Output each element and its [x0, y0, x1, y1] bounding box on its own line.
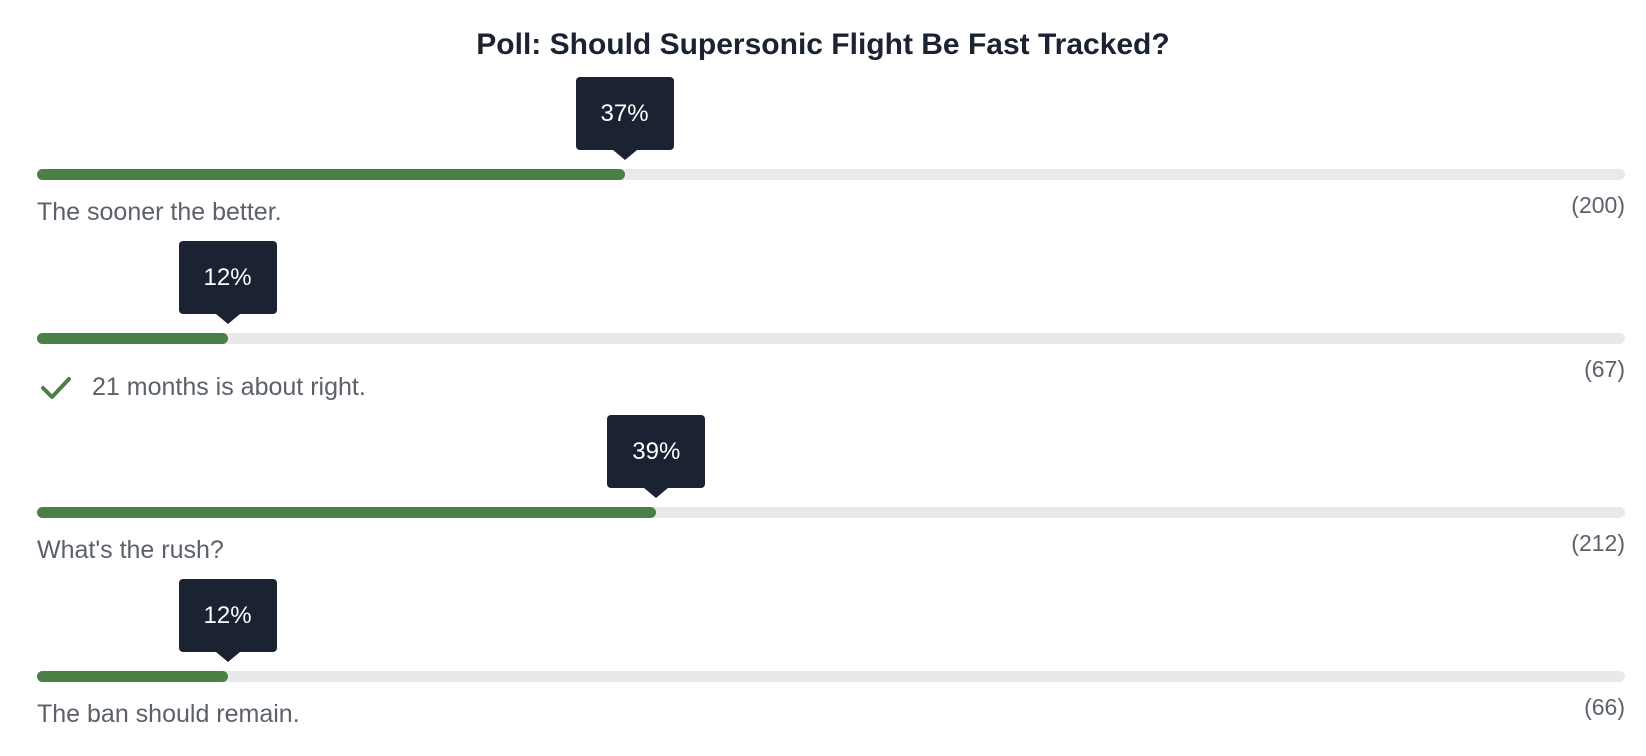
percent-tooltip: 39% — [607, 415, 706, 498]
percent-tooltip: 12% — [178, 241, 277, 324]
option-label: The sooner the better. — [37, 198, 282, 226]
percent-tooltip: 37% — [575, 77, 674, 160]
selected-check — [40, 375, 72, 406]
bar-track — [37, 168, 1625, 180]
option-label: What's the rush? — [37, 536, 224, 564]
bar-track — [37, 506, 1625, 518]
vote-count: (66) — [1584, 694, 1625, 720]
bar — [37, 506, 657, 518]
bar-track — [37, 670, 1625, 682]
vote-count: (212) — [1571, 530, 1625, 556]
poll-title: Poll: Should Supersonic Flight Be Fast T… — [476, 28, 1170, 61]
check-icon — [41, 377, 71, 399]
bar — [37, 168, 625, 180]
option-label: 21 months is about right. — [92, 373, 366, 401]
bar — [37, 670, 228, 682]
option-label: The ban should remain. — [37, 700, 300, 728]
vote-count: (200) — [1571, 192, 1625, 218]
percent-tooltip: 12% — [178, 579, 277, 662]
vote-count: (67) — [1584, 356, 1625, 382]
bar — [37, 332, 228, 344]
bar-track — [37, 332, 1625, 344]
